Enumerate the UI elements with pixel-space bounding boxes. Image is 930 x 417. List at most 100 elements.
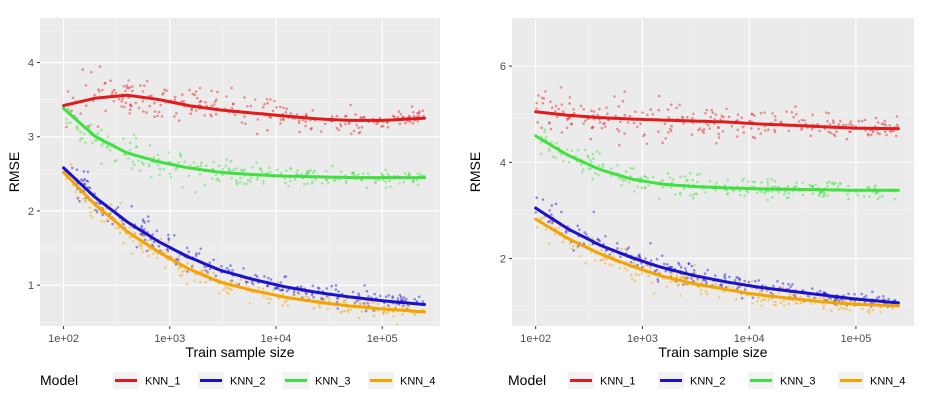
scatter-point — [320, 297, 323, 300]
scatter-point — [111, 90, 114, 93]
scatter-point — [380, 172, 383, 175]
scatter-point — [167, 233, 170, 237]
scatter-point — [671, 271, 675, 275]
scatter-point — [748, 119, 751, 123]
scatter-point — [717, 136, 721, 139]
scatter-point — [561, 240, 565, 244]
scatter-point — [323, 297, 327, 301]
scatter-point — [566, 117, 570, 120]
scatter-point — [592, 110, 596, 113]
scatter-point — [282, 106, 285, 109]
scatter-point — [825, 181, 829, 185]
scatter-point — [256, 118, 260, 121]
scatter-point — [387, 294, 391, 297]
scatter-point — [592, 157, 595, 160]
scatter-point — [714, 113, 718, 116]
legend-label-KNN_2: KNN_2 — [230, 376, 265, 388]
x-tick-label: 1e+04 — [734, 333, 765, 345]
scatter-point — [386, 126, 390, 129]
scatter-point — [145, 79, 149, 83]
scatter-point — [863, 118, 867, 122]
scatter-point — [784, 190, 787, 193]
scatter-point — [199, 164, 203, 168]
scatter-point — [547, 242, 551, 245]
scatter-point — [777, 290, 781, 294]
scatter-point — [205, 164, 208, 167]
scatter-point — [736, 276, 740, 280]
scatter-point — [142, 162, 145, 166]
scatter-point — [230, 86, 233, 90]
scatter-point — [304, 120, 308, 123]
scatter-point — [810, 184, 814, 188]
scatter-point — [314, 178, 317, 181]
scatter-point — [179, 266, 182, 269]
scatter-point — [591, 177, 594, 181]
scatter-point — [123, 105, 126, 109]
scatter-point — [721, 130, 725, 133]
scatter-point — [770, 190, 774, 193]
scatter-point — [408, 173, 411, 176]
scatter-point — [741, 125, 745, 129]
scatter-point — [202, 268, 205, 272]
scatter-point — [576, 246, 579, 249]
scatter-point — [177, 161, 180, 164]
scatter-point — [702, 131, 705, 134]
scatter-point — [86, 180, 90, 183]
scatter-point — [382, 305, 386, 308]
scatter-point — [841, 299, 844, 302]
scatter-point — [150, 94, 153, 97]
scatter-point — [111, 222, 114, 226]
scatter-point — [550, 106, 554, 110]
scatter-point — [75, 127, 79, 130]
x-axis-title: Train sample size — [185, 344, 294, 360]
scatter-point — [818, 129, 821, 133]
scatter-point — [65, 125, 68, 129]
scatter-point — [281, 292, 285, 296]
scatter-point — [754, 279, 757, 283]
scatter-point — [167, 237, 170, 240]
scatter-point — [670, 181, 674, 184]
scatter-point — [592, 125, 595, 129]
scatter-point — [212, 103, 216, 106]
scatter-point — [362, 115, 366, 119]
scatter-point — [138, 169, 142, 172]
scatter-point — [866, 185, 870, 189]
scatter-point — [560, 152, 563, 156]
scatter-point — [548, 219, 552, 223]
scatter-point — [344, 181, 348, 185]
scatter-point — [632, 121, 636, 125]
scatter-point — [832, 181, 835, 184]
scatter-point — [130, 204, 133, 208]
scatter-point — [128, 86, 132, 89]
scatter-point — [279, 172, 283, 175]
scatter-point — [147, 254, 150, 258]
scatter-point — [547, 149, 551, 153]
scatter-point — [801, 193, 805, 197]
scatter-point — [823, 192, 827, 195]
scatter-point — [813, 296, 816, 300]
legend-label-KNN_3: KNN_3 — [315, 376, 350, 388]
scatter-point — [747, 180, 750, 183]
scatter-point — [675, 274, 679, 277]
scatter-point — [714, 274, 717, 277]
scatter-point — [148, 144, 152, 147]
scatter-point — [79, 130, 82, 134]
scatter-point — [697, 128, 700, 132]
scatter-point — [227, 167, 231, 170]
scatter-point — [711, 111, 715, 114]
scatter-point — [168, 172, 172, 176]
scatter-point — [679, 175, 682, 179]
scatter-point — [623, 132, 626, 135]
scatter-point — [203, 265, 206, 269]
scatter-point — [127, 157, 130, 160]
scatter-point — [255, 132, 259, 136]
scatter-point — [345, 114, 348, 118]
scatter-point — [742, 131, 745, 134]
scatter-point — [603, 125, 607, 128]
scatter-point — [692, 196, 695, 200]
scatter-point — [696, 180, 699, 184]
scatter-point — [381, 312, 385, 316]
scatter-point — [535, 225, 539, 229]
scatter-point — [197, 252, 201, 255]
scatter-point — [208, 267, 212, 271]
